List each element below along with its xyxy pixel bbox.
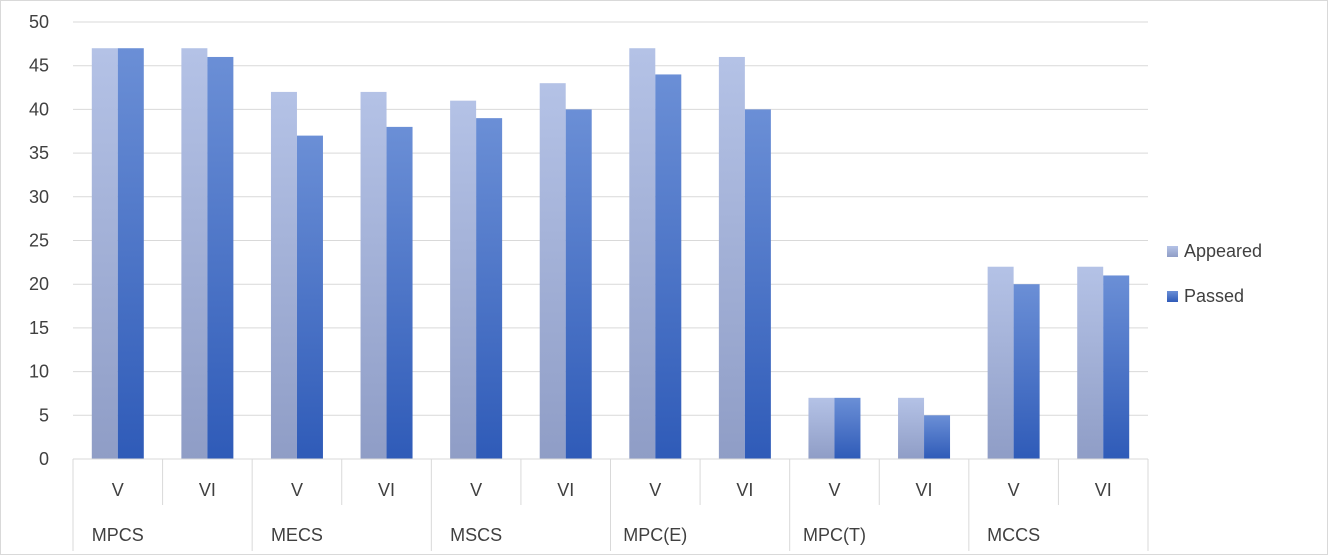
bar-passed-5 [565,109,592,460]
bar-passed-9 [924,415,951,459]
bar-appeared-11 [1077,266,1104,459]
bar-appeared-10 [987,266,1014,459]
bar-passed-10 [1013,284,1040,459]
bar-passed-0 [117,48,144,459]
y-tick-label: 40 [29,99,49,119]
legend-label-appeared: Appeared [1184,241,1262,261]
x-group-label: MPC(E) [623,525,687,545]
x-category-label: V [828,480,840,500]
bar-appeared-3 [360,91,387,460]
bars [91,48,1130,460]
bar-appeared-8 [808,397,835,459]
x-category-label: V [470,480,482,500]
x-category-label: VI [199,480,216,500]
x-category-label: V [291,480,303,500]
y-tick-label: 15 [29,318,49,338]
y-tick-label: 45 [29,56,49,76]
x-category-label: VI [1095,480,1112,500]
gridlines [73,21,1148,416]
x-group-label: MPC(T) [803,525,866,545]
legend-label-passed: Passed [1184,286,1244,306]
x-group-label: MECS [271,525,323,545]
x-category-label: V [112,480,124,500]
y-tick-label: 0 [39,449,49,469]
bar-appeared-9 [898,397,925,459]
bar-appeared-5 [539,83,566,460]
y-tick-label: 25 [29,231,49,251]
y-tick-label: 35 [29,143,49,163]
y-tick-label: 30 [29,187,49,207]
bar-passed-3 [386,126,413,459]
x-category-label: V [649,480,661,500]
x-group-label: MPCS [92,525,144,545]
bar-passed-6 [655,74,682,459]
bar-passed-1 [207,56,234,460]
y-tick-label: 5 [39,405,49,425]
axes: 0 5 10 15 20 25 30 35 40 45 50 V VI V VI V VI V VI V VI V VI MP… [29,12,1149,551]
x-category-label: VI [736,480,753,500]
legend-swatch-passed [1167,291,1178,302]
bar-passed-4 [476,118,503,459]
x-group-label: MCCS [987,525,1040,545]
y-tick-label: 50 [29,12,49,32]
x-category-label: VI [916,480,933,500]
bar-passed-7 [744,109,771,460]
x-category-label: VI [557,480,574,500]
x-category-label: V [1008,480,1020,500]
bar-passed-2 [296,135,323,459]
bar-passed-11 [1103,275,1130,459]
bar-appeared-4 [450,100,477,459]
x-category-label: VI [378,480,395,500]
bar-appeared-1 [181,48,208,459]
bar-appeared-6 [629,48,656,459]
y-tick-label: 20 [29,274,49,294]
legend: Appeared Passed [1167,241,1262,306]
bar-appeared-0 [91,48,118,459]
bar-appeared-7 [718,56,745,460]
bar-appeared-2 [270,91,297,460]
y-tick-label: 10 [29,362,49,382]
bar-passed-8 [834,397,861,459]
x-group-label: MSCS [450,525,502,545]
legend-swatch-appeared [1167,246,1178,257]
